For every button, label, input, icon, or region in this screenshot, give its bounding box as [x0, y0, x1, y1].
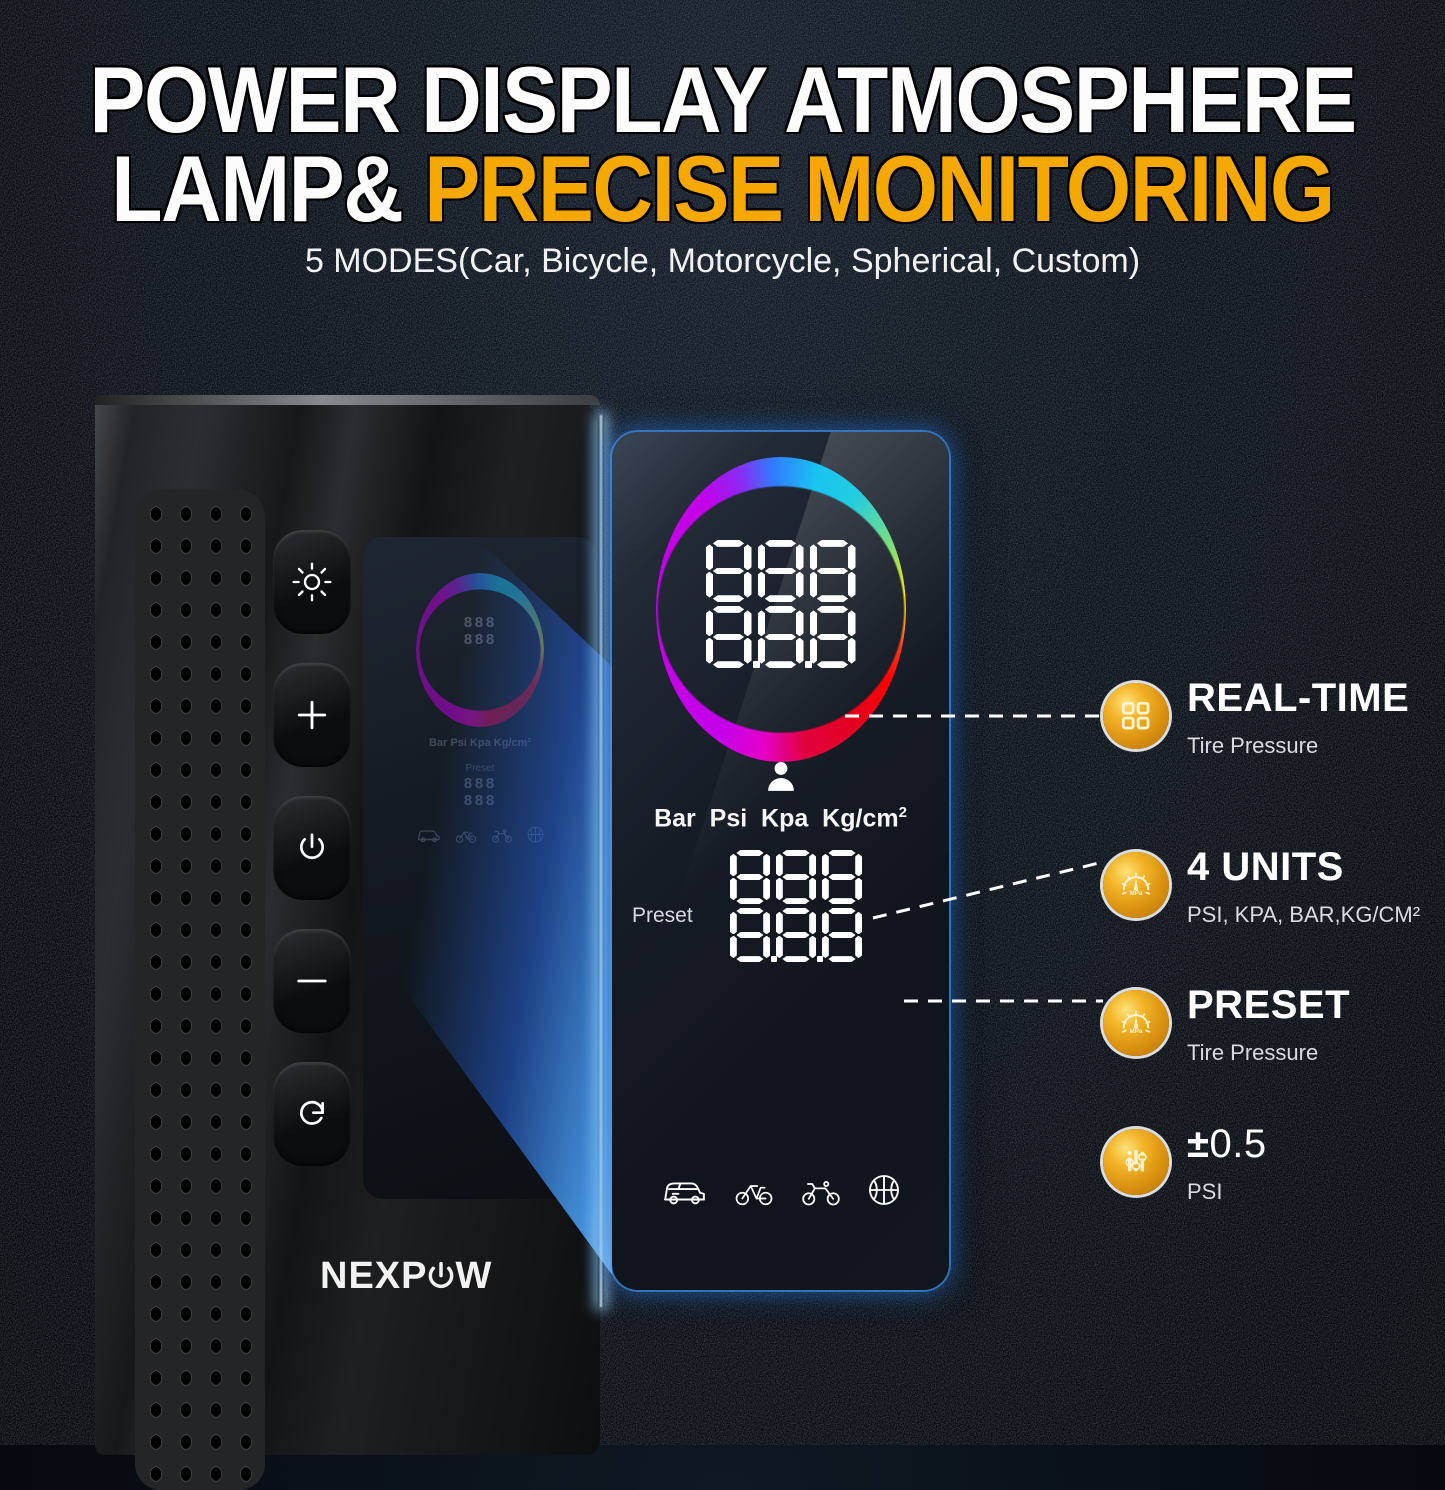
- svg-text:MPa: MPa: [1130, 1028, 1143, 1035]
- svg-text:MPa: MPa: [1130, 890, 1143, 897]
